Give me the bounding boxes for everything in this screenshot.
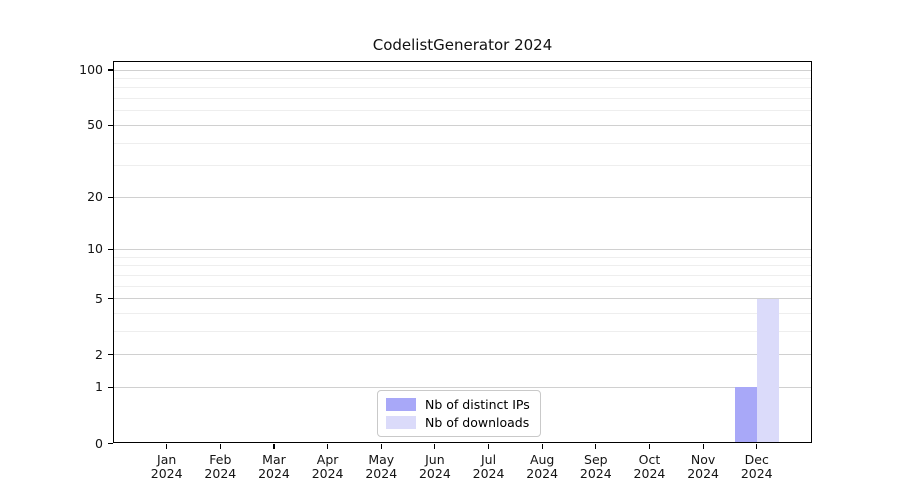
x-tick-mark	[756, 443, 758, 449]
x-tick-label: Aug 2024	[514, 451, 570, 482]
x-tick-month: Jul	[480, 451, 497, 467]
y-tick-label: 5	[95, 290, 103, 306]
x-tick-month: Jun	[425, 451, 445, 467]
x-tick-mark	[487, 443, 490, 449]
x-tick-month: May	[368, 451, 395, 467]
x-tick-label: Sep 2024	[568, 451, 624, 482]
gridline-major	[113, 69, 812, 71]
x-tick-label: Nov 2024	[675, 451, 731, 482]
gridline-minor	[113, 165, 812, 167]
x-tick-label: Dec 2024	[729, 451, 785, 482]
y-tick-mark	[108, 124, 113, 126]
x-tick-label: Mar 2024	[246, 451, 302, 482]
x-tick-year: 2024	[258, 466, 290, 481]
legend-item-distinct-ips: Nb of distinct IPs	[386, 397, 530, 412]
x-tick-mark	[166, 443, 168, 449]
gridline-minor	[113, 285, 812, 287]
x-tick-year: 2024	[633, 466, 666, 481]
x-tick-mark	[380, 443, 382, 449]
x-tick-month: Mar	[262, 451, 286, 467]
gridline-minor	[113, 78, 812, 80]
x-tick-month: Oct	[638, 451, 661, 467]
x-tick-month: Apr	[316, 451, 339, 467]
plot-frame	[113, 61, 812, 443]
gridline-minor	[113, 265, 812, 267]
x-tick-year: 2024	[150, 466, 183, 481]
gridline-major	[113, 196, 812, 198]
legend-label-downloads: Nb of downloads	[425, 415, 530, 430]
x-tick-label: May 2024	[353, 451, 409, 482]
x-tick-month: Feb	[209, 451, 232, 467]
y-tick-mark	[108, 196, 113, 198]
gridline-major	[113, 124, 812, 126]
gridline-major	[113, 248, 812, 250]
gridline-minor	[113, 330, 812, 332]
y-tick-mark	[108, 297, 113, 300]
legend-item-downloads: Nb of downloads	[386, 415, 530, 430]
y-tick-label: 50	[87, 117, 103, 133]
bar-dec-series1	[756, 298, 779, 444]
x-tick-label: Apr 2024	[300, 451, 356, 482]
legend-label-distinct-ips: Nb of distinct IPs	[425, 397, 530, 412]
x-tick-year: 2024	[472, 466, 505, 481]
x-tick-month: Jan	[157, 451, 177, 467]
x-tick-label: Oct 2024	[621, 451, 677, 482]
x-tick-mark	[648, 443, 651, 449]
legend: Nb of distinct IPs Nb of downloads	[377, 390, 541, 437]
x-tick-mark	[434, 443, 436, 449]
gridline-major	[113, 386, 812, 388]
gridline-minor	[113, 274, 812, 276]
x-tick-label: Jan 2024	[139, 451, 195, 482]
x-tick-mark	[219, 443, 221, 449]
y-tick-mark	[108, 354, 113, 356]
x-tick-year: 2024	[526, 466, 559, 481]
x-tick-year: 2024	[365, 466, 398, 481]
x-tick-year: 2024	[740, 466, 773, 481]
x-tick-year: 2024	[687, 466, 719, 481]
x-tick-year: 2024	[204, 466, 237, 481]
x-tick-year: 2024	[579, 466, 612, 481]
x-tick-year: 2024	[418, 466, 451, 481]
y-tick-label: 20	[87, 189, 103, 205]
gridline-major	[113, 354, 812, 356]
y-tick-mark	[108, 248, 113, 251]
x-tick-mark	[541, 443, 543, 449]
y-tick-mark	[108, 69, 113, 71]
legend-swatch-distinct-ips	[386, 398, 416, 411]
y-tick-label: 100	[79, 62, 103, 78]
gridline-minor	[113, 87, 812, 89]
x-tick-label: Feb 2024	[192, 451, 248, 482]
gridline-major	[113, 298, 812, 300]
x-tick-label: Jun 2024	[407, 451, 463, 482]
x-tick-mark	[595, 443, 597, 449]
x-tick-mark	[702, 443, 704, 449]
y-tick-mark	[108, 442, 113, 445]
x-tick-mark	[327, 443, 329, 449]
plot-area: Nb of distinct IPs Nb of downloads	[113, 61, 812, 444]
x-tick-label: Jul 2024	[461, 451, 517, 482]
x-tick-month: Dec	[744, 451, 769, 467]
gridline-minor	[113, 98, 812, 100]
y-tick-mark	[108, 386, 113, 388]
gridline-minor	[113, 256, 812, 258]
chart-title: CodelistGenerator 2024	[372, 36, 553, 54]
y-tick-label: 0	[95, 435, 103, 451]
y-tick-label: 1	[95, 379, 103, 395]
x-tick-year: 2024	[311, 466, 344, 481]
y-tick-label: 2	[95, 346, 103, 362]
x-tick-month: Sep	[584, 451, 608, 467]
legend-swatch-downloads	[386, 416, 416, 429]
y-tick-label: 10	[87, 241, 103, 257]
x-tick-mark	[273, 443, 275, 449]
gridline-minor	[113, 142, 812, 144]
bar-dec-series0	[734, 387, 757, 444]
x-tick-month: Nov	[690, 451, 716, 467]
x-tick-month: Aug	[529, 451, 555, 467]
gridline-minor	[113, 110, 812, 112]
gridline-minor	[113, 312, 812, 314]
